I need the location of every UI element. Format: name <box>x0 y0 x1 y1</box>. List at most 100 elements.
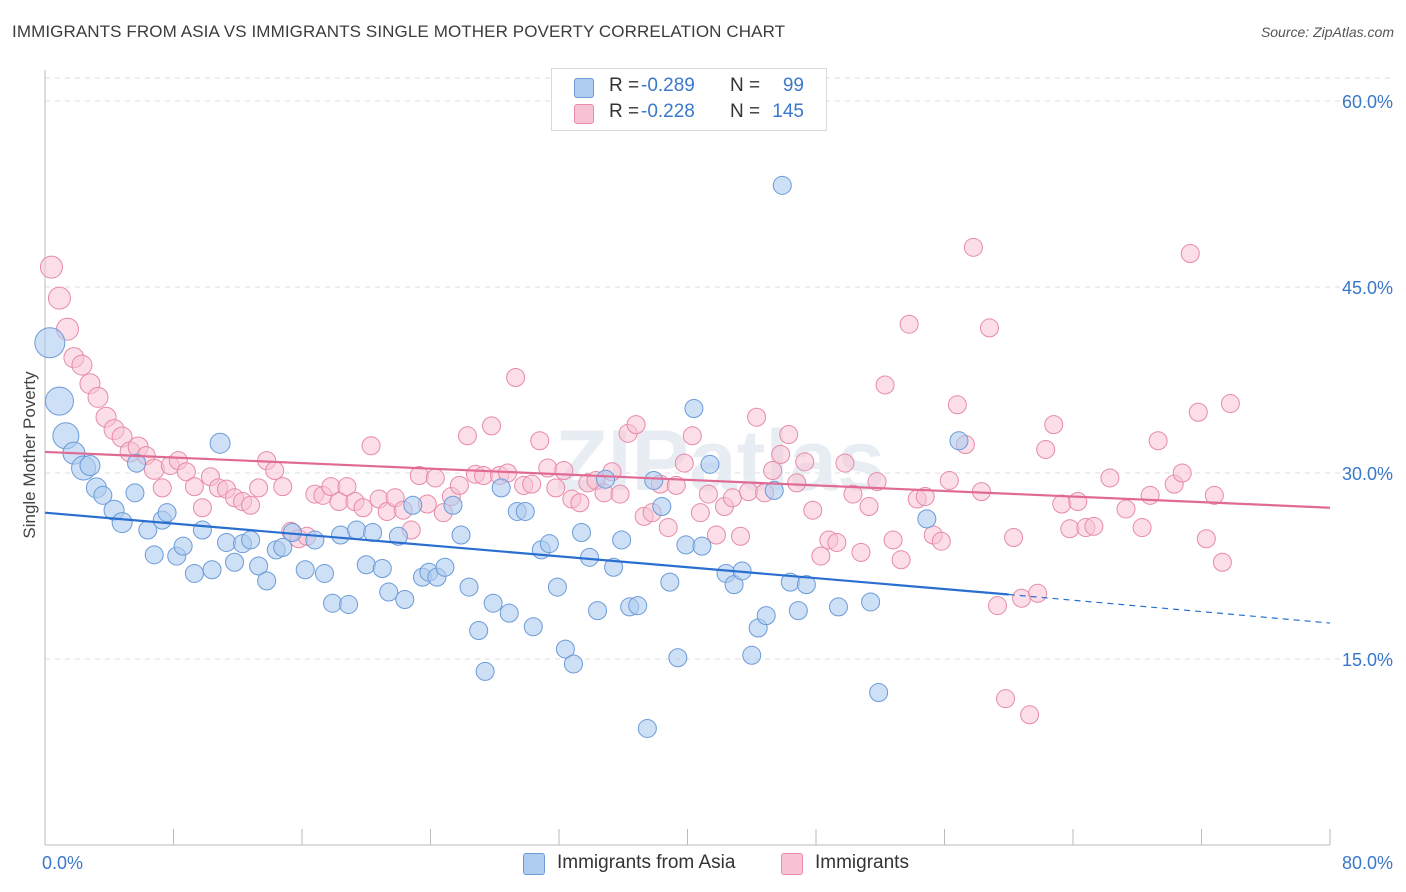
immigrants-point <box>506 368 526 388</box>
immigrants-point <box>530 431 550 451</box>
immigrants-point <box>1172 463 1192 483</box>
asia-point <box>652 496 672 516</box>
asia-point <box>225 552 245 572</box>
asia-point <box>363 523 383 543</box>
asia-point <box>347 520 367 540</box>
immigrants-point <box>1084 516 1104 536</box>
asia-point <box>395 589 415 609</box>
y-tick-label: 15.0% <box>1342 650 1393 670</box>
asia-point <box>869 682 889 702</box>
immigrants-point <box>1100 468 1120 488</box>
asia-point <box>742 645 762 665</box>
immigrants-point <box>1052 494 1072 514</box>
immigrants-point <box>353 498 373 518</box>
immigrants-point <box>899 314 919 334</box>
asia-point <box>491 478 511 498</box>
asia-point <box>756 606 776 626</box>
legend-r-value: -0.228 <box>641 101 695 122</box>
asia-point <box>828 597 848 617</box>
asia-point <box>539 534 559 554</box>
asia-point <box>861 592 881 612</box>
asia-point <box>764 480 784 500</box>
legend-n-value: 145 <box>772 101 804 122</box>
immigrants-point <box>482 416 502 436</box>
immigrants-point <box>1012 588 1032 608</box>
immigrants-point <box>1116 499 1136 519</box>
immigrants-point <box>1220 394 1240 414</box>
asia-point <box>125 483 145 503</box>
asia-point <box>596 469 616 489</box>
bottom-legend-label-asia: Immigrants from Asia <box>557 852 736 873</box>
asia-point <box>379 582 399 602</box>
asia-point <box>331 525 351 545</box>
x-tick-label: 0.0% <box>42 853 83 873</box>
immigrants-point <box>706 525 726 545</box>
asia-point <box>459 577 479 597</box>
legend-r-label: R = <box>609 75 640 96</box>
asia-point <box>111 512 133 534</box>
asia-point <box>469 620 489 640</box>
asia-point <box>443 495 463 515</box>
immigrants-point <box>554 461 574 481</box>
bottom-legend-swatch-immigrants <box>781 853 803 875</box>
immigrants-from-asia-points <box>34 175 969 738</box>
immigrants-point <box>763 461 783 481</box>
immigrants-point <box>1020 705 1040 725</box>
immigrants-point <box>425 468 445 488</box>
asia-point <box>44 386 74 416</box>
asia-point <box>676 535 696 555</box>
immigrants-point <box>851 542 871 562</box>
bottom-legend-label-immigrants: Immigrants <box>815 852 909 873</box>
x-tick-label: 80.0% <box>1342 853 1393 873</box>
tick-labels: 15.0% 30.0% 45.0% 60.0% 0.0% 80.0% <box>42 92 1393 873</box>
immigrants-point <box>915 487 935 507</box>
asia-point <box>339 594 359 614</box>
immigrants-point <box>722 488 742 508</box>
legend-n-value: 99 <box>782 75 804 96</box>
immigrants-point <box>249 478 269 498</box>
legend-swatch-asia <box>574 78 594 98</box>
y-tick-label: 45.0% <box>1342 278 1393 298</box>
immigrants-point <box>87 386 109 408</box>
immigrants-point <box>698 484 718 504</box>
immigrants-point <box>811 546 831 566</box>
y-tick-label: 30.0% <box>1342 464 1393 484</box>
immigrants-point <box>47 286 71 310</box>
immigrants-point <box>1060 519 1080 539</box>
asia-point <box>547 577 567 597</box>
correlation-legend: R = -0.289 N = 99 R = -0.228 N = 145 <box>551 68 827 131</box>
asia-point <box>202 560 222 580</box>
asia-point <box>273 537 293 557</box>
immigrants-point <box>931 531 951 551</box>
immigrants-point <box>337 477 357 497</box>
chart-title: IMMIGRANTS FROM ASIA VS IMMIGRANTS SINGL… <box>12 22 786 41</box>
asia-point <box>257 571 277 591</box>
asia-trend-line <box>44 511 1009 596</box>
immigrants-point <box>39 255 63 279</box>
asia-point <box>917 509 937 529</box>
asia-point <box>700 454 720 474</box>
bottom-legend-swatch-asia <box>523 853 545 875</box>
immigrants-point <box>626 415 646 435</box>
asia-point <box>127 453 147 473</box>
immigrants-point <box>457 426 477 446</box>
immigrants-point <box>474 465 494 485</box>
asia-point <box>563 654 583 674</box>
asia-point <box>295 560 315 580</box>
legend-swatch-immigrants <box>574 104 594 124</box>
y-tick-label: 60.0% <box>1342 92 1393 112</box>
immigrants-point <box>883 530 903 550</box>
asia-point <box>668 648 688 668</box>
immigrants-point <box>1188 402 1208 422</box>
immigrants-point <box>771 444 791 464</box>
asia-point <box>323 593 343 613</box>
immigrants-point <box>1196 529 1216 549</box>
immigrants-point <box>1204 485 1224 505</box>
asia-point <box>604 557 624 577</box>
asia-point <box>588 601 608 621</box>
asia-point <box>483 593 503 613</box>
legend-n-label: N = <box>730 101 761 122</box>
immigrants-point <box>979 318 999 338</box>
asia-point <box>772 175 792 195</box>
